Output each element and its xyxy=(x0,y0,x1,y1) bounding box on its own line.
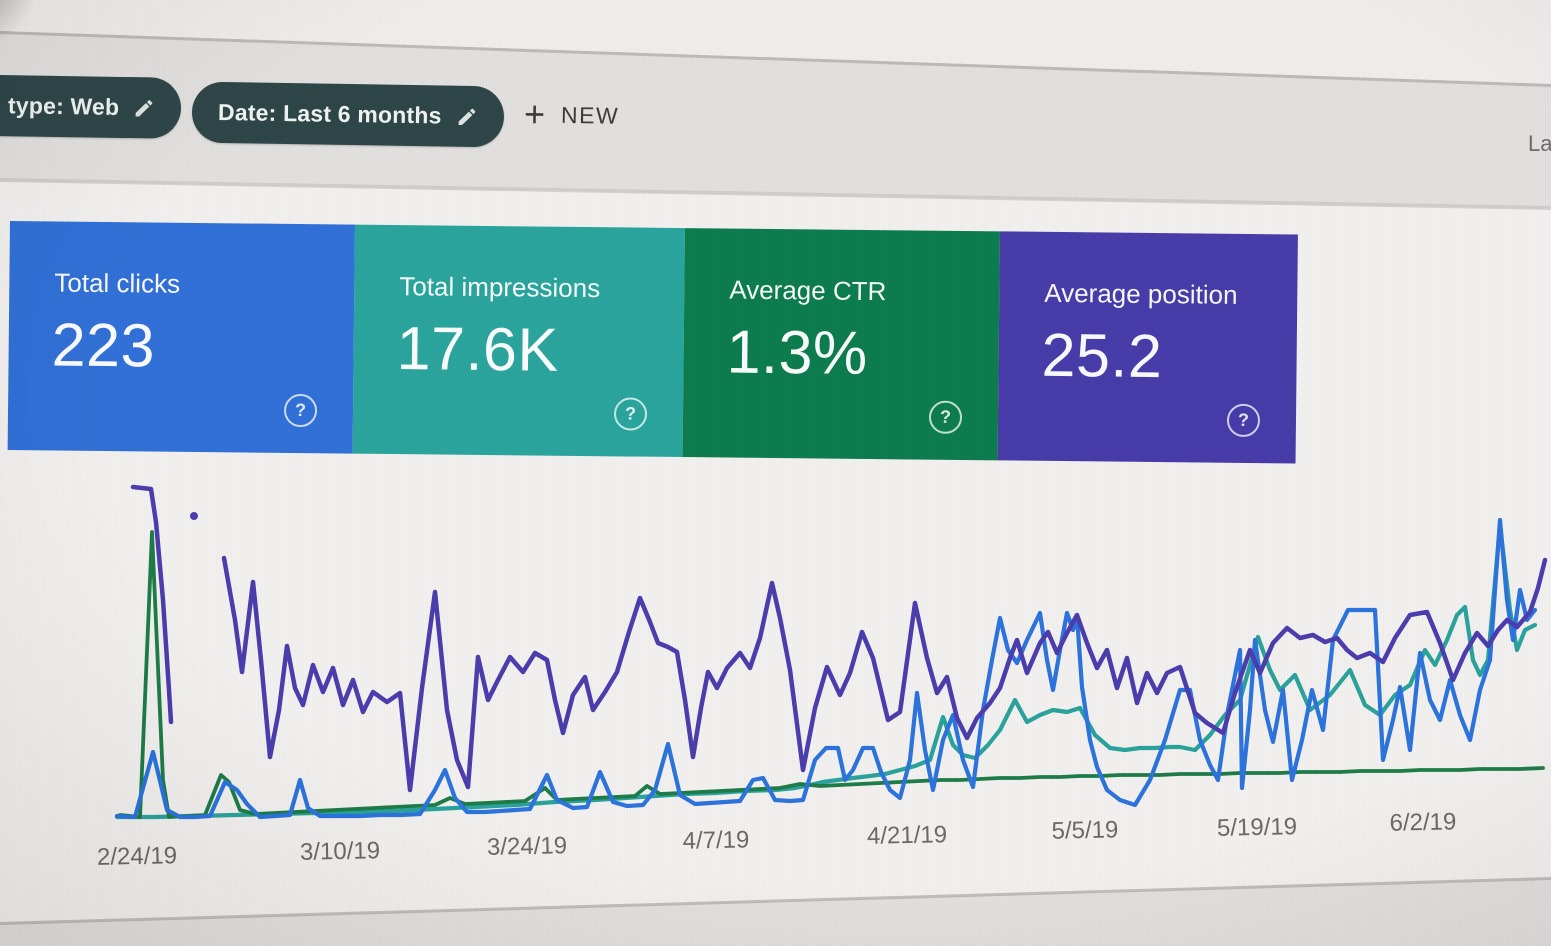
x-axis-label: 5/19/19 xyxy=(1216,813,1298,842)
card-total-clicks[interactable]: Total clicks 223 ? xyxy=(7,221,355,454)
series-position xyxy=(221,555,1548,793)
card-title: Average CTR xyxy=(729,274,887,307)
x-axis-label: 3/24/19 xyxy=(486,832,568,861)
card-title: Total impressions xyxy=(399,271,601,304)
series-position xyxy=(130,484,174,725)
card-total-impressions[interactable]: Total impressions 17.6K ? xyxy=(352,224,685,458)
card-value: 25.2 xyxy=(1041,320,1163,391)
new-filter-button[interactable]: + NEW xyxy=(523,93,620,135)
series-ctr xyxy=(118,530,1545,819)
help-icon[interactable]: ? xyxy=(1226,403,1261,438)
card-average-ctr[interactable]: Average CTR 1.3% ? xyxy=(682,228,1000,461)
card-average-position[interactable]: Average position 25.2 ? xyxy=(997,231,1298,464)
date-range-filter-chip[interactable]: Date: Last 6 months xyxy=(191,81,505,148)
edit-pencil-icon[interactable] xyxy=(133,97,155,119)
x-axis-label: 4/7/19 xyxy=(682,826,750,855)
x-axis-label: 2/24/19 xyxy=(96,842,178,871)
plus-icon: + xyxy=(523,93,546,135)
x-axis-label: 4/21/19 xyxy=(866,821,948,850)
card-value: 1.3% xyxy=(726,317,869,387)
help-icon[interactable]: ? xyxy=(613,397,648,431)
search-type-filter-chip[interactable]: type: Web xyxy=(0,74,182,139)
help-icon[interactable]: ? xyxy=(928,400,963,434)
search-type-filter-label: type: Web xyxy=(7,92,120,120)
edit-pencil-icon[interactable] xyxy=(455,105,477,127)
x-axis-label: 5/5/19 xyxy=(1051,816,1119,845)
x-axis-label: 6/2/19 xyxy=(1389,808,1457,837)
metric-cards-row: Total clicks 223 ? Total impressions 17.… xyxy=(7,221,1298,464)
series-position-gap-dot xyxy=(190,512,198,520)
card-value: 17.6K xyxy=(396,314,559,384)
help-icon[interactable]: ? xyxy=(283,393,318,428)
performance-line-chart xyxy=(114,484,1548,820)
date-range-filter-label: Date: Last 6 months xyxy=(217,98,442,129)
card-title: Average position xyxy=(1044,277,1238,310)
card-title: Total clicks xyxy=(54,267,181,299)
new-filter-label: NEW xyxy=(560,101,620,129)
clipped-last-updated-text: La xyxy=(1528,131,1551,156)
card-value: 223 xyxy=(51,310,156,380)
x-axis-label: 3/10/19 xyxy=(299,837,381,866)
